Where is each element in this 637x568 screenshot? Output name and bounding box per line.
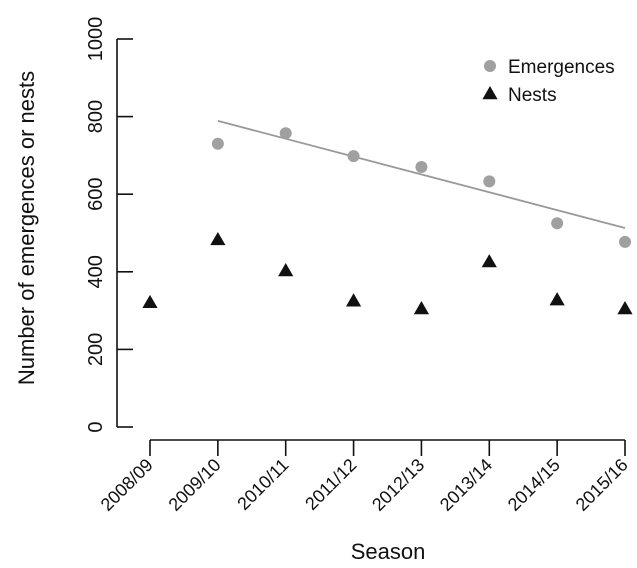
data-points (142, 127, 633, 315)
x-tick-label: 2014/15 (504, 455, 564, 515)
x-axis: 2008/09 2009/10 2010/11 2011/12 2012/13 2013/… (97, 439, 632, 515)
x-tick-label: 2013/14 (436, 455, 496, 515)
nests-point (413, 301, 430, 315)
nests-point (142, 294, 158, 309)
emergences-point (211, 137, 224, 150)
y-tick-label: 800 (85, 100, 107, 133)
y-tick-label: 600 (85, 178, 107, 211)
emergences-trend-line (217, 119, 626, 229)
legend-nests-marker (482, 86, 498, 100)
y-tick-label: 200 (85, 333, 107, 366)
emergences-point (347, 150, 360, 163)
y-tick-label: 1000 (85, 17, 107, 62)
legend-label: Nests (508, 85, 557, 106)
nests-point (210, 231, 226, 246)
trend-line-group (217, 119, 626, 229)
y-axis-title: Number of emergences or nests (14, 71, 39, 385)
nests-point (481, 254, 497, 268)
x-tick-label: 2015/16 (572, 455, 632, 515)
y-tick-label: 0 (85, 421, 107, 432)
x-axis-title: Season (351, 539, 426, 564)
y-axis: 0 200 400 600 800 1000 (85, 17, 133, 433)
x-tick-label: 2011/12 (301, 455, 360, 514)
legend-emergences-marker (484, 60, 496, 72)
nests-point (617, 301, 633, 315)
emergences-point (483, 175, 496, 188)
x-tick-label: 2012/13 (368, 455, 428, 515)
x-tick-label: 2008/09 (97, 455, 157, 515)
legend: Emergences Nests (482, 57, 615, 106)
nests-point (278, 263, 294, 277)
nests-point (549, 292, 565, 306)
y-tick-label: 400 (85, 255, 107, 288)
emergences-point (551, 217, 564, 230)
nests-point (345, 293, 362, 307)
emergences-point (619, 235, 631, 248)
legend-label: Emergences (508, 57, 615, 78)
emergences-point (279, 127, 292, 140)
x-tick-label: 2010/11 (233, 455, 292, 514)
x-tick-label: 2009/10 (165, 455, 225, 515)
emergences-point (415, 161, 428, 174)
